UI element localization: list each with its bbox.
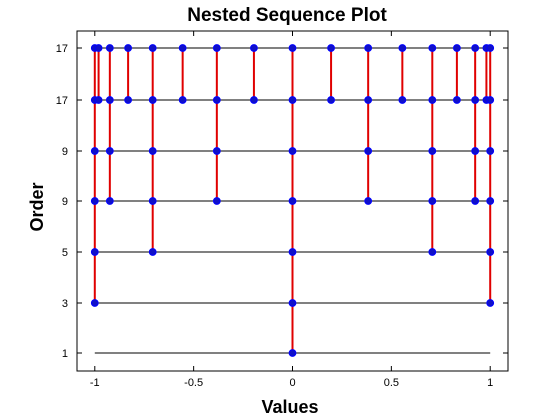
data-point: [429, 198, 436, 205]
x-tick-label: -1: [90, 377, 100, 389]
data-point: [289, 198, 296, 205]
chart-title: Nested Sequence Plot: [187, 5, 387, 26]
data-point: [91, 148, 98, 155]
y-tick-label: 9: [62, 196, 68, 208]
y-tick-label: 17: [56, 43, 68, 55]
data-point: [213, 148, 220, 155]
data-point: [213, 45, 220, 52]
data-point: [91, 249, 98, 256]
data-point: [179, 97, 186, 104]
data-point: [487, 198, 494, 205]
data-point: [125, 97, 132, 104]
data-point: [487, 45, 494, 52]
data-point: [289, 45, 296, 52]
data-point: [472, 97, 479, 104]
data-point: [453, 97, 460, 104]
data-point: [328, 45, 335, 52]
data-point: [149, 97, 156, 104]
data-point: [472, 148, 479, 155]
data-point: [91, 300, 98, 307]
data-point: [429, 148, 436, 155]
data-point: [487, 148, 494, 155]
data-point: [95, 97, 102, 104]
data-point: [453, 45, 460, 52]
y-tick-label: 17: [56, 95, 68, 107]
data-point: [289, 249, 296, 256]
data-point: [487, 249, 494, 256]
data-point: [365, 45, 372, 52]
x-tick-label: 1: [487, 377, 493, 389]
data-point: [251, 97, 258, 104]
data-point: [365, 97, 372, 104]
data-point: [472, 45, 479, 52]
data-point: [365, 198, 372, 205]
data-point: [289, 350, 296, 357]
y-tick-label: 1: [62, 348, 68, 360]
x-tick-label: -0.5: [184, 377, 203, 389]
data-point: [487, 300, 494, 307]
data-point: [289, 148, 296, 155]
y-axis-label: Order: [27, 182, 47, 231]
x-axis-label: Values: [261, 397, 318, 417]
data-point: [106, 148, 113, 155]
data-point: [149, 198, 156, 205]
y-tick-label: 3: [62, 298, 68, 310]
y-tick-label: 9: [62, 146, 68, 158]
data-point: [487, 97, 494, 104]
data-point: [95, 45, 102, 52]
data-point: [179, 45, 186, 52]
data-point: [213, 97, 220, 104]
y-tick-label: 5: [62, 247, 68, 259]
data-point: [399, 45, 406, 52]
data-point: [472, 198, 479, 205]
data-point: [106, 198, 113, 205]
data-point: [213, 198, 220, 205]
data-point: [429, 45, 436, 52]
data-point: [251, 45, 258, 52]
x-tick-label: 0.5: [384, 377, 399, 389]
data-point: [149, 148, 156, 155]
data-point: [289, 300, 296, 307]
data-point: [149, 45, 156, 52]
data-point: [328, 97, 335, 104]
data-point: [429, 97, 436, 104]
data-point: [289, 97, 296, 104]
data-point: [106, 97, 113, 104]
data-point: [365, 148, 372, 155]
data-point: [106, 45, 113, 52]
data-point: [91, 198, 98, 205]
data-point: [429, 249, 436, 256]
data-point: [125, 45, 132, 52]
data-point: [149, 249, 156, 256]
x-tick-label: 0: [289, 377, 295, 389]
data-point: [399, 97, 406, 104]
